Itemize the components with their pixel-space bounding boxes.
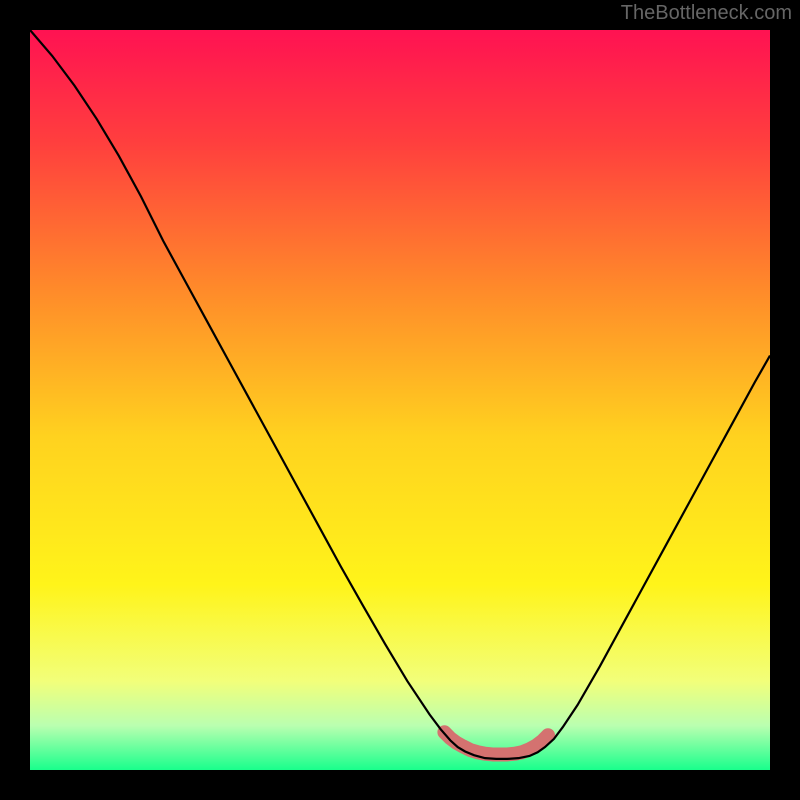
gradient-background [30, 30, 770, 770]
watermark-text: TheBottleneck.com [621, 2, 792, 25]
chart-svg [0, 0, 800, 800]
bottleneck-chart: TheBottleneck.com [0, 0, 800, 800]
